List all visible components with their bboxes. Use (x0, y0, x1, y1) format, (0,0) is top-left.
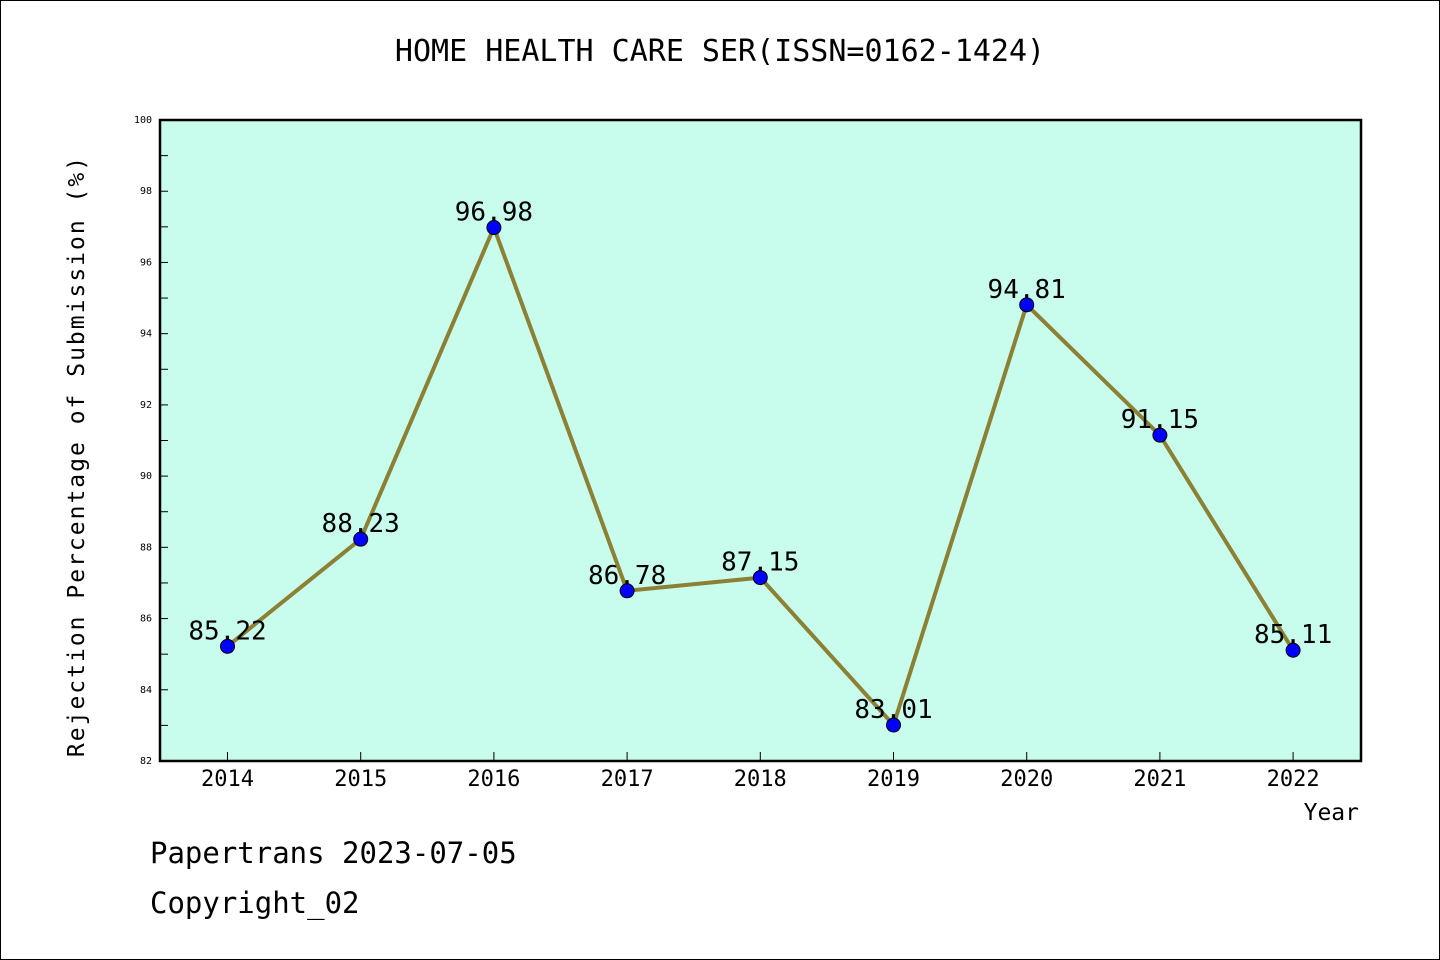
y-tick-label: 98 (140, 186, 152, 197)
y-axis-label: Rejection Percentage of Submission (%) (64, 155, 90, 757)
data-label: 83.01 (854, 695, 932, 725)
y-tick-label: 100 (134, 115, 152, 126)
x-axis-label: Year (1304, 800, 1359, 826)
plot-area (158, 118, 1363, 763)
x-tick-label: 2019 (867, 767, 920, 792)
y-tick-label: 96 (140, 257, 152, 268)
data-point (1019, 297, 1035, 313)
x-tick-label: 2022 (1267, 767, 1320, 792)
y-tick-label: 92 (140, 400, 152, 411)
x-tick-label: 2014 (201, 767, 254, 792)
y-tick-label: 94 (140, 329, 152, 340)
x-tick-label: 2018 (734, 767, 787, 792)
data-point (619, 583, 635, 599)
chart-title: HOME HEALTH CARE SER(ISSN=0162-1424) (394, 34, 1046, 69)
data-label: 85.22 (188, 616, 266, 646)
data-label: 96.98 (455, 198, 533, 228)
data-point (886, 717, 901, 733)
data-series: 85.22 88.23 96.98 86.78 87.15 83.01 94.81 91.15… (188, 198, 1332, 733)
x-axis-ticks: 2014 2015 2016 2017 2018 2019 2020 2021 2022 (201, 752, 1320, 792)
x-tick-label: 2015 (334, 767, 387, 792)
data-label: 87.15 (721, 548, 799, 578)
data-label: 88.23 (322, 509, 400, 539)
data-label: 85.11 (1254, 620, 1332, 650)
footer-copyright: Copyright_02 (150, 886, 360, 920)
data-point (1152, 427, 1168, 443)
data-point (220, 638, 235, 654)
data-point (486, 220, 502, 236)
data-label: 91.15 (1121, 405, 1199, 435)
y-tick-label: 90 (140, 471, 152, 482)
y-tick-label: 86 (140, 614, 152, 625)
y-tick-label: 82 (140, 756, 152, 767)
x-tick-label: 2020 (1000, 767, 1053, 792)
data-point (353, 531, 369, 547)
y-tick-label: 84 (140, 685, 152, 696)
y-axis-ticks: 82 84 86 88 90 92 94 96 98 100 (134, 115, 168, 767)
data-point (1285, 642, 1301, 658)
data-point (752, 570, 768, 586)
data-label: 86.78 (588, 561, 666, 591)
x-tick-label: 2017 (601, 767, 654, 792)
x-tick-label: 2016 (467, 767, 520, 792)
data-label: 94.81 (988, 275, 1066, 305)
x-tick-label: 2021 (1133, 767, 1186, 792)
footer-publisher-date: Papertrans 2023-07-05 (150, 836, 517, 870)
y-tick-label: 88 (140, 542, 152, 553)
